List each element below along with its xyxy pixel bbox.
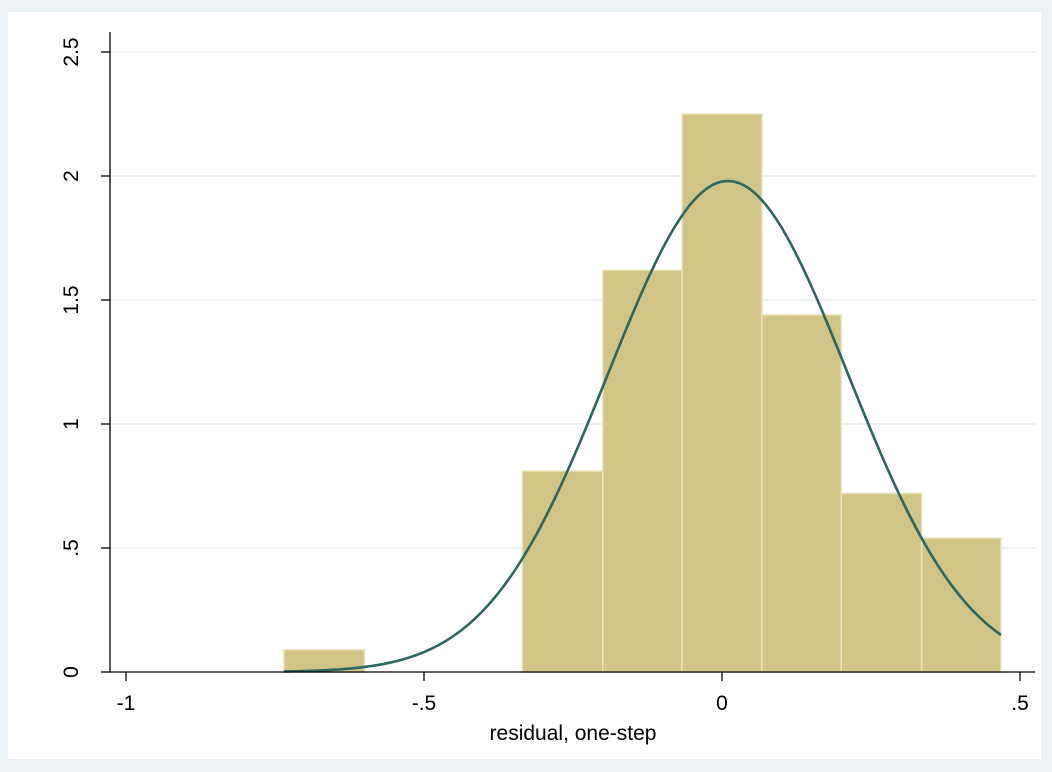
histogram-bars [283, 113, 1002, 673]
histogram-bar [840, 492, 923, 673]
x-tick-label: -1 [117, 692, 136, 715]
y-tick-label: 2.5 [60, 37, 83, 66]
histogram-bar [681, 113, 763, 673]
x-tick-label: .5 [1011, 692, 1029, 715]
axes [101, 32, 1035, 681]
x-tick-label: 0 [716, 692, 728, 715]
x-axis-title: residual, one-step [490, 722, 657, 745]
histogram-bar [521, 470, 604, 673]
histogram-bar [761, 314, 842, 673]
tick-labels: -1 -.5 0 .5 0 .5 1 1.5 2 2.5 [60, 37, 1029, 715]
y-tick-label: .5 [60, 539, 83, 557]
y-tick-label: 1 [60, 418, 83, 430]
histogram-bar [602, 269, 683, 673]
y-tick-label: 1.5 [60, 285, 83, 314]
x-tick-label: -.5 [412, 692, 437, 715]
histogram-bar [920, 537, 1002, 673]
y-tick-label: 0 [60, 666, 83, 678]
normal-density-curve [283, 179, 1002, 673]
y-tick-label: 2 [60, 170, 83, 182]
